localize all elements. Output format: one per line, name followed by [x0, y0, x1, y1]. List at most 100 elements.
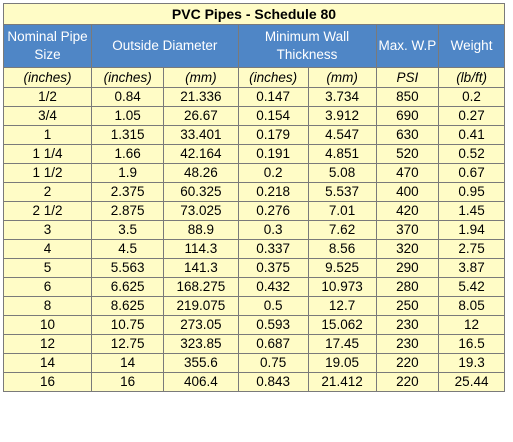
table-cell: 2 1/2 — [2, 201, 93, 221]
table-cell: 1.94 — [438, 220, 505, 240]
table-row: 1 1/4 1.66 42.164 0.191 4.851 520 0.52 — [2, 144, 505, 164]
table-cell: 12 — [2, 334, 93, 354]
table-cell: 16.5 — [438, 334, 505, 354]
table-row: 4 4.5 114.3 0.337 8.56 320 2.75 — [2, 239, 505, 259]
table-cell: 0.593 — [237, 315, 309, 335]
title-row: PVC Pipes - Schedule 80 — [3, 3, 505, 25]
table-cell: 1.9 — [91, 163, 165, 183]
table-cell: 12 — [438, 315, 505, 335]
table-cell: 88.9 — [163, 220, 239, 240]
table-cell: 520 — [375, 144, 440, 164]
table-cell: 290 — [375, 258, 440, 278]
table-row: 16 16 406.4 0.843 21.412 220 25.44 — [2, 372, 505, 392]
table-cell: 0.218 — [237, 182, 309, 202]
table-cell: 0.843 — [237, 372, 309, 392]
header-nominal-pipe-size: Nominal Pipe Size — [2, 24, 93, 68]
table-cell: 12.75 — [91, 334, 165, 354]
table-row: 14 14 355.6 0.75 19.05 220 19.3 — [2, 353, 505, 373]
pipe-spec-sheet: PVC Pipes - Schedule 80 Nominal Pipe Siz… — [2, 3, 505, 437]
unit-cell: PSI — [375, 67, 440, 88]
table-cell: 3.5 — [91, 220, 165, 240]
table-cell: 0.95 — [438, 182, 505, 202]
table-cell: 0.147 — [237, 87, 309, 107]
table-cell: 2.875 — [91, 201, 165, 221]
table-cell: 5.42 — [438, 277, 505, 297]
table-cell: 6 — [2, 277, 93, 297]
table-cell: 4.5 — [91, 239, 165, 259]
unit-cell: (inches) — [2, 67, 93, 88]
table-cell: 7.01 — [307, 201, 377, 221]
table-cell: 48.26 — [163, 163, 239, 183]
table-cell: 0.5 — [237, 296, 309, 316]
table-cell: 8 — [2, 296, 93, 316]
table-cell: 0.2 — [438, 87, 505, 107]
table-cell: 10 — [2, 315, 93, 335]
table-cell: 1/2 — [2, 87, 93, 107]
table-cell: 7.62 — [307, 220, 377, 240]
header-weight: Weight — [438, 24, 505, 68]
table-title: PVC Pipes - Schedule 80 — [3, 3, 505, 25]
table-row: 2 1/2 2.875 73.025 0.276 7.01 420 1.45 — [2, 201, 505, 221]
table-row: 10 10.75 273.05 0.593 15.062 230 12 — [2, 315, 505, 335]
table-cell: 114.3 — [163, 239, 239, 259]
table-cell: 21.412 — [307, 372, 377, 392]
table-cell: 17.45 — [307, 334, 377, 354]
header-minimum-wall-thickness: Minimum Wall Thickness — [237, 24, 377, 68]
table-cell: 0.191 — [237, 144, 309, 164]
table-row: 12 12.75 323.85 0.687 17.45 230 16.5 — [2, 334, 505, 354]
table-cell: 406.4 — [163, 372, 239, 392]
table-cell: 1 1/2 — [2, 163, 93, 183]
table-cell: 0.276 — [237, 201, 309, 221]
table-cell: 14 — [91, 353, 165, 373]
table-cell: 2.375 — [91, 182, 165, 202]
table-cell: 690 — [375, 106, 440, 126]
table-cell: 60.325 — [163, 182, 239, 202]
table-cell: 1 1/4 — [2, 144, 93, 164]
unit-cell: (mm) — [163, 67, 239, 88]
table-cell: 470 — [375, 163, 440, 183]
table-cell: 4 — [2, 239, 93, 259]
table-cell: 3 — [2, 220, 93, 240]
table-cell: 0.154 — [237, 106, 309, 126]
table-row: 1 1.315 33.401 0.179 4.547 630 0.41 — [2, 125, 505, 145]
pvc-schedule-80-table: PVC Pipes - Schedule 80 Nominal Pipe Siz… — [2, 3, 505, 392]
table-cell: 0.52 — [438, 144, 505, 164]
table-cell: 12.7 — [307, 296, 377, 316]
table-row: 8 8.625 219.075 0.5 12.7 250 8.05 — [2, 296, 505, 316]
table-cell: 19.05 — [307, 353, 377, 373]
table-row: 1 1/2 1.9 48.26 0.2 5.08 470 0.67 — [2, 163, 505, 183]
table-cell: 1.66 — [91, 144, 165, 164]
table-row: 3 3.5 88.9 0.3 7.62 370 1.94 — [2, 220, 505, 240]
unit-cell: (inches) — [237, 67, 309, 88]
unit-cell: (lb/ft) — [438, 67, 505, 88]
table-cell: 1.45 — [438, 201, 505, 221]
table-cell: 16 — [91, 372, 165, 392]
table-cell: 1.05 — [91, 106, 165, 126]
table-cell: 3.912 — [307, 106, 377, 126]
table-cell: 3.87 — [438, 258, 505, 278]
table-cell: 14 — [2, 353, 93, 373]
table-cell: 230 — [375, 315, 440, 335]
table-cell: 4.547 — [307, 125, 377, 145]
table-cell: 2.75 — [438, 239, 505, 259]
table-cell: 0.67 — [438, 163, 505, 183]
table-cell: 220 — [375, 353, 440, 373]
table-cell: 141.3 — [163, 258, 239, 278]
table-cell: 0.3 — [237, 220, 309, 240]
table-cell: 21.336 — [163, 87, 239, 107]
table-cell: 5 — [2, 258, 93, 278]
table-cell: 0.432 — [237, 277, 309, 297]
table-cell: 8.56 — [307, 239, 377, 259]
table-cell: 0.375 — [237, 258, 309, 278]
table-cell: 0.27 — [438, 106, 505, 126]
table-cell: 323.85 — [163, 334, 239, 354]
table-cell: 42.164 — [163, 144, 239, 164]
table-cell: 8.625 — [91, 296, 165, 316]
table-cell: 219.075 — [163, 296, 239, 316]
table-cell: 5.08 — [307, 163, 377, 183]
table-cell: 280 — [375, 277, 440, 297]
table-cell: 0.687 — [237, 334, 309, 354]
table-cell: 630 — [375, 125, 440, 145]
table-cell: 15.062 — [307, 315, 377, 335]
table-cell: 5.563 — [91, 258, 165, 278]
